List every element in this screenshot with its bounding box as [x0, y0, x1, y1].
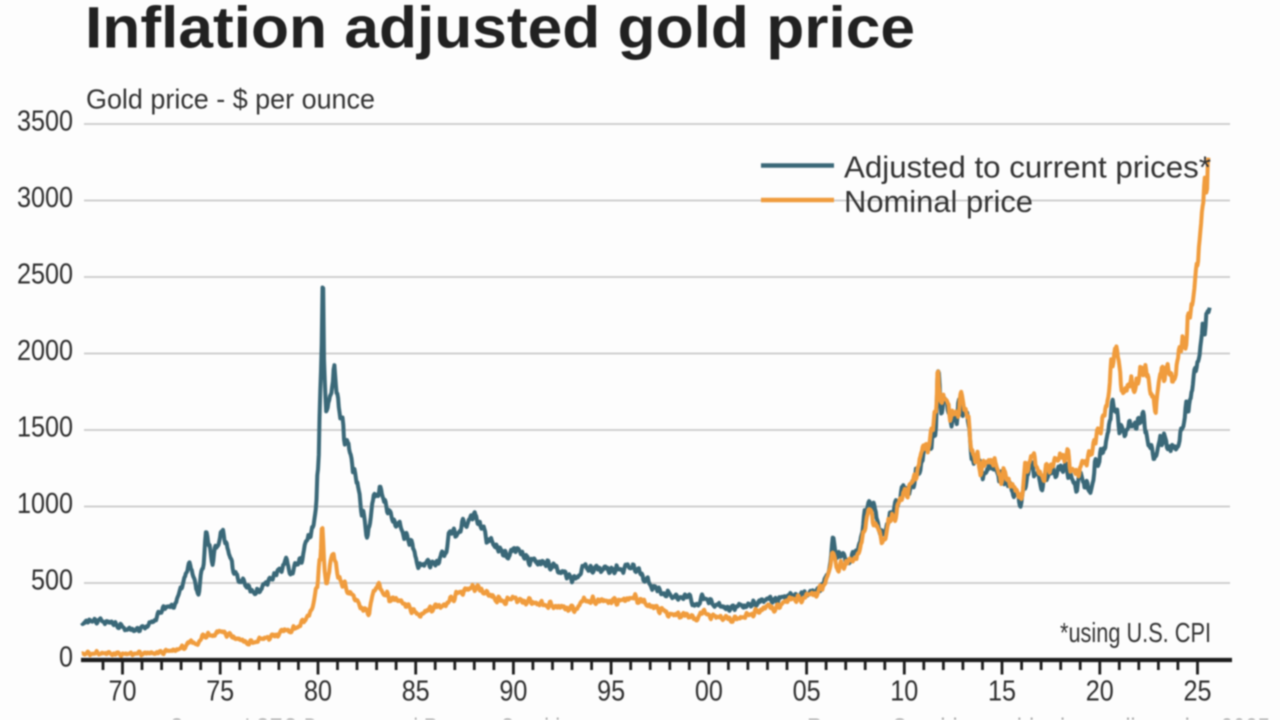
- svg-text:1000: 1000: [17, 488, 73, 520]
- svg-text:10: 10: [890, 676, 918, 708]
- svg-text:75: 75: [206, 676, 234, 708]
- svg-text:Gold price - $ per ounce: Gold price - $ per ounce: [86, 84, 375, 115]
- svg-text:80: 80: [304, 676, 332, 708]
- svg-text:Adjusted to current prices*: Adjusted to current prices*: [844, 150, 1211, 185]
- svg-text:2000: 2000: [17, 335, 73, 367]
- svg-text:00: 00: [695, 676, 723, 708]
- svg-text:85: 85: [402, 676, 430, 708]
- svg-text:Reuters Graphics: gold prices: Reuters Graphics: gold prices adjusted t…: [807, 714, 1270, 720]
- svg-text:05: 05: [793, 676, 821, 708]
- svg-text:500: 500: [31, 565, 73, 597]
- svg-text:Nominal price: Nominal price: [844, 184, 1033, 219]
- svg-text:1500: 1500: [17, 412, 73, 444]
- svg-text:3000: 3000: [17, 182, 73, 214]
- svg-text:15: 15: [988, 676, 1016, 708]
- svg-text:Inflation adjusted gold price: Inflation adjusted gold price: [85, 0, 915, 61]
- svg-text:2500: 2500: [17, 259, 73, 291]
- svg-text:95: 95: [597, 676, 625, 708]
- svg-text:0: 0: [59, 642, 73, 674]
- svg-text:3500: 3500: [17, 106, 73, 138]
- svg-text:90: 90: [499, 676, 527, 708]
- svg-text:25: 25: [1184, 676, 1212, 708]
- svg-text:*using U.S. CPI: *using U.S. CPI: [1060, 617, 1211, 648]
- svg-text:Source: LSEG Datastream | Reut: Source: LSEG Datastream | Reuters Graphi…: [170, 714, 580, 720]
- svg-text:20: 20: [1086, 676, 1114, 708]
- svg-text:70: 70: [109, 676, 137, 708]
